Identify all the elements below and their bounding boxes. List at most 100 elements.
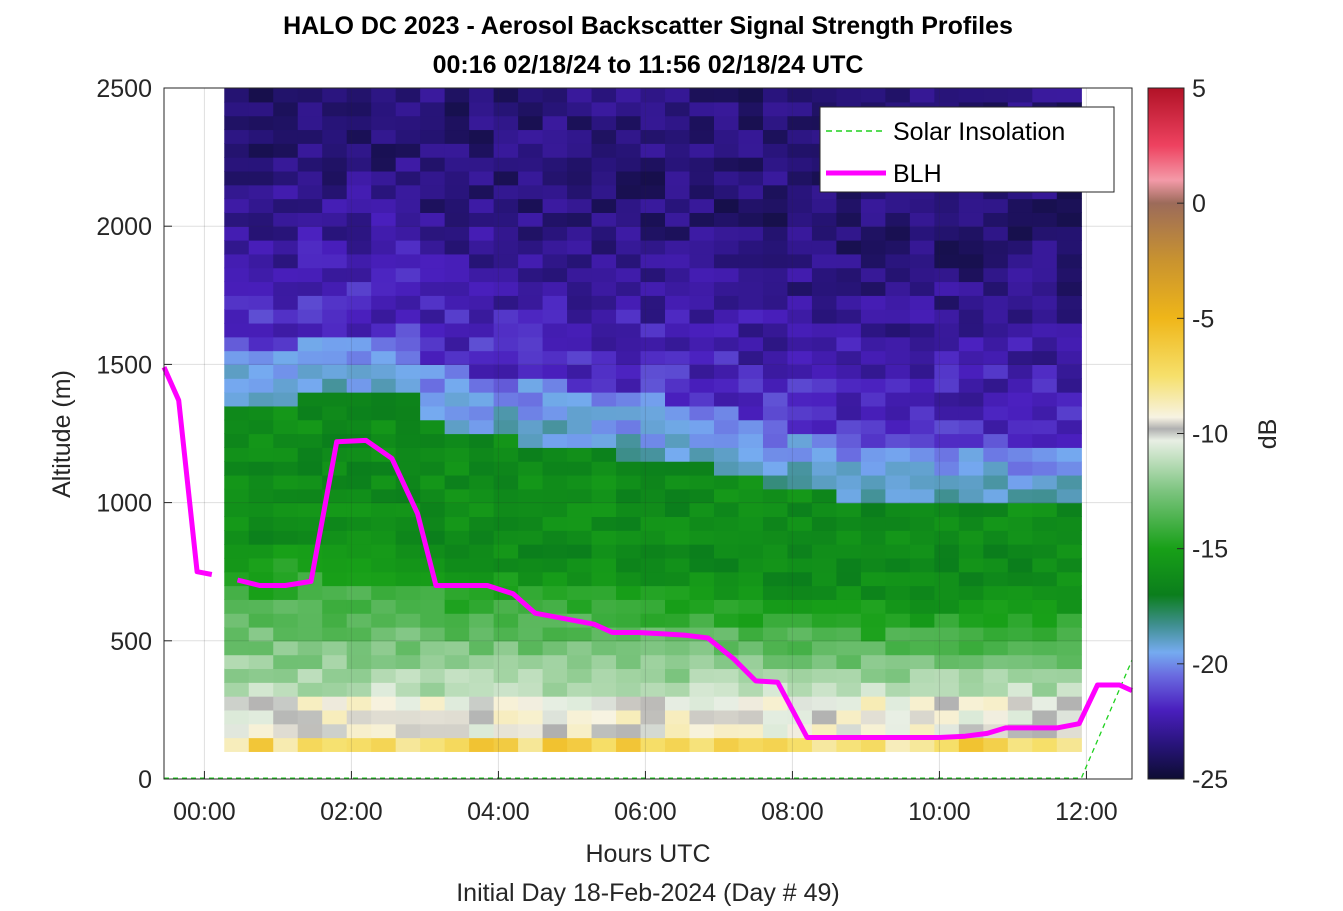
heatmap-cell [958,378,984,393]
heatmap-cell [567,461,593,476]
heatmap-cell [762,709,789,725]
heatmap-cell [420,240,446,255]
heatmap-cell [811,544,838,559]
heatmap-cell [493,709,519,725]
heatmap-cell [248,433,274,448]
heatmap-cell [518,640,544,656]
heatmap-cell [1007,488,1033,504]
heatmap-cell [1032,461,1058,476]
heatmap-cell [542,488,568,504]
heatmap-cell [248,530,274,545]
heatmap-cell [444,170,470,186]
heatmap-cell [567,364,593,379]
heatmap-cell [689,198,715,213]
heatmap-cell [224,143,250,158]
heatmap-cell [1007,640,1033,656]
heatmap-cell [909,364,935,379]
heatmap-cell [322,129,348,144]
heatmap-cell [616,654,642,670]
heatmap-cell [713,350,740,365]
heatmap-cell [1032,198,1058,213]
heatmap-cell [273,502,299,518]
heatmap-cell [518,226,544,241]
heatmap-cell [371,322,397,338]
heatmap-cell [616,253,642,269]
colorbar: 50-5-10-15-20-25 dB [1147,75,1282,794]
heatmap-cell [444,322,470,338]
heatmap-cell [1007,544,1033,559]
heatmap-cell [983,474,1009,490]
heatmap-cell [1056,212,1082,227]
heatmap-cell [248,115,274,131]
heatmap-cell [787,419,813,435]
heatmap-cell [591,696,617,711]
heatmap-cell [542,184,568,200]
heatmap-cell [689,101,715,117]
heatmap-cell [395,640,421,656]
heatmap-cell [469,240,495,255]
heatmap-cell [958,281,984,296]
heatmap-cell [518,433,544,448]
heatmap-cell [713,737,740,752]
heatmap-cell [860,419,886,435]
heatmap-cell [762,184,789,200]
heatmap-cell [860,571,886,587]
heatmap-cell [787,654,813,670]
heatmap-cell [444,405,470,421]
heatmap-cell [591,88,617,103]
heatmap-cell [248,626,274,642]
heatmap-cell [395,392,421,407]
heatmap-cell [787,696,813,711]
heatmap-cell [420,226,446,241]
heatmap-cell [518,626,544,642]
heatmap-cell [713,488,740,504]
heatmap-cell [395,253,421,269]
heatmap-cell [224,129,250,144]
heatmap-cell [640,240,666,255]
heatmap-cell [420,599,446,614]
heatmap-cell [322,212,348,227]
heatmap-cell [248,654,274,670]
heatmap-cell [787,585,813,600]
heatmap-cell [836,737,862,752]
y-axis-label: Altitude (m) [48,370,76,498]
heatmap-cell [224,474,250,490]
heatmap-cell [371,488,397,504]
heatmap-cell [469,364,495,379]
heatmap-cell [616,461,642,476]
heatmap-cell [273,267,299,283]
heatmap-cell [469,585,495,600]
heatmap-cell [1007,364,1033,379]
heatmap-cell [518,336,544,352]
heatmap-cell [738,571,764,587]
heatmap-cell [640,309,666,324]
heatmap-cell [934,474,960,490]
heatmap-cell [713,253,740,269]
heatmap-cell [958,696,984,711]
heatmap-cell [420,447,446,462]
heatmap-cell [1007,585,1033,600]
heatmap-cell [713,696,740,711]
heatmap-cell [860,640,886,656]
heatmap-cell [273,682,299,697]
heatmap-cell [958,557,984,573]
heatmap-cell [909,419,935,435]
heatmap-cell [542,101,568,117]
heatmap-cell [444,502,470,518]
heatmap-cell [616,88,642,103]
heatmap-cell [591,668,617,683]
heatmap-cell [542,544,568,559]
heatmap-cell [836,502,862,518]
heatmap-cell [542,502,568,518]
heatmap-cell [493,212,519,227]
heatmap-cell [689,668,715,683]
heatmap-cell [713,668,740,683]
heatmap-cell [567,668,593,683]
heatmap-cell [591,336,617,352]
heatmap-cell [1007,737,1033,752]
heatmap-cell [591,599,617,614]
heatmap-cell [542,295,568,310]
heatmap-cell [1007,447,1033,462]
heatmap-cell [1032,571,1058,587]
heatmap-cell [591,654,617,670]
